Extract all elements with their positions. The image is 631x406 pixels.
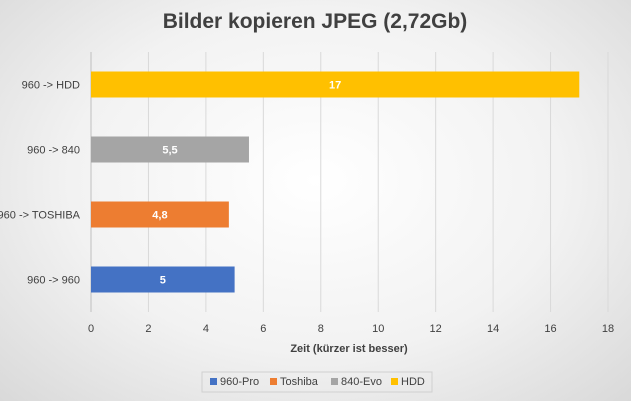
bar-960-pro [91, 266, 235, 293]
data-label-960-pro: 5 [160, 275, 166, 287]
legend-entry-0: 960-Pro [220, 376, 259, 388]
category-labels: 960 -> 960 960 -> TOSHIBA 960 -> 840 960 ->… [0, 80, 81, 287]
data-label-hdd: 17 [329, 80, 341, 92]
category-label-3: 960 -> HDD [22, 80, 80, 92]
legend-entry-3: HDD [401, 376, 425, 388]
legend-frame [201, 371, 433, 393]
x-tick-label-16: 16 [544, 323, 556, 335]
legend-swatch-0 [210, 378, 217, 385]
legend-swatch-3 [391, 378, 398, 385]
legend-swatch-1 [270, 378, 277, 385]
legend-swatch-2 [331, 378, 338, 385]
category-label-0: 960 -> 960 [27, 275, 80, 287]
x-tick-label-18: 18 [602, 323, 614, 335]
bar-hdd [91, 71, 580, 98]
x-tick-label-14: 14 [487, 323, 499, 335]
x-tick-label-8: 8 [318, 323, 324, 335]
x-axis-title: Zeit (kürzer ist besser) [290, 343, 408, 355]
category-label-2: 960 -> 840 [27, 145, 80, 157]
x-tick-label-2: 2 [145, 323, 151, 335]
bars: 5 4,8 5,5 17 [91, 71, 580, 293]
x-tick-labels: 0 2 4 6 8 10 12 14 16 18 [88, 323, 614, 335]
x-tick-label-0: 0 [88, 323, 94, 335]
data-label-toshiba: 4,8 [152, 210, 167, 222]
x-tick-label-12: 12 [430, 323, 442, 335]
legend: 960-Pro Toshiba 840-Evo HDD [201, 371, 433, 393]
x-tick-label-6: 6 [260, 323, 266, 335]
legend-entry-1: Toshiba [280, 376, 319, 388]
data-label-840-evo: 5,5 [162, 145, 177, 157]
category-label-1: 960 -> TOSHIBA [0, 210, 81, 222]
legend-entry-2: 840-Evo [341, 376, 382, 388]
chart-title: Bilder kopieren JPEG (2,72Gb) [163, 10, 468, 33]
x-tick-label-10: 10 [372, 323, 384, 335]
bar-toshiba [91, 201, 229, 228]
x-tick-label-4: 4 [203, 323, 209, 335]
bar-840-evo [91, 136, 249, 163]
